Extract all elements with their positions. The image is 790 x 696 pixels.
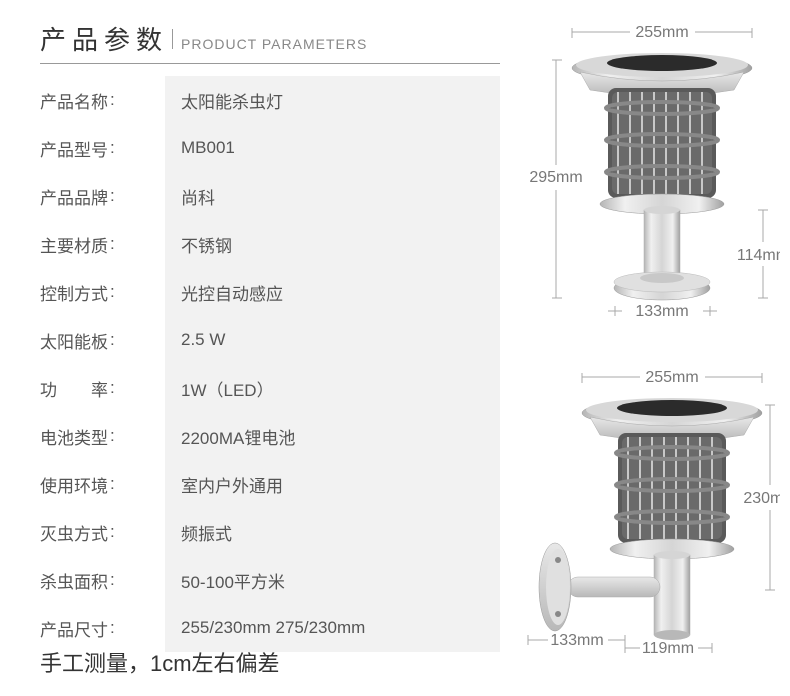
spec-label: 产品品牌: xyxy=(40,172,165,220)
spec-value: 2200MA锂电池 xyxy=(181,412,500,460)
dim-base-width: 133mm xyxy=(635,303,688,320)
product-diagram-bottom: 255mm 230mm 133mm 119mm xyxy=(500,355,780,685)
dim-arm-width: 119mm xyxy=(642,640,694,657)
spec-values-col: 太阳能杀虫灯 MB001 尚科 不锈钢 光控自动感应 2.5 W 1W（LED）… xyxy=(165,76,500,652)
spec-value: 255/230mm 275/230mm xyxy=(181,604,500,652)
spec-value: 尚科 xyxy=(181,172,500,220)
dim-height-top: 295mm xyxy=(529,169,582,186)
spec-value: 不锈钢 xyxy=(181,220,500,268)
spec-value: 50-100平方米 xyxy=(181,556,500,604)
header-divider xyxy=(172,29,173,49)
dim-mount-width: 133mm xyxy=(550,632,603,649)
dim-width-bottom: 255mm xyxy=(645,369,698,386)
spec-label: 控制方式: xyxy=(40,268,165,316)
product-diagram-top: 255mm 295mm 114mm 133mm xyxy=(500,10,780,330)
spec-value: 2.5 W xyxy=(181,316,500,364)
spec-label: 功 率: xyxy=(40,364,165,412)
spec-value: MB001 xyxy=(181,124,500,172)
spec-panel: 产品参数 PRODUCT PARAMETERS 产品名称: 产品型号: 产品品牌… xyxy=(40,20,500,652)
dim-width-top: 255mm xyxy=(635,24,688,41)
spec-label: 产品尺寸: xyxy=(40,604,165,652)
dim-height-bottom: 230mm xyxy=(743,490,780,507)
footer-note: 手工测量，1cm左右偏差 xyxy=(40,646,280,678)
spec-value: 1W（LED） xyxy=(181,364,500,412)
spec-value: 光控自动感应 xyxy=(181,268,500,316)
spec-label: 杀虫面积: xyxy=(40,556,165,604)
spec-value: 太阳能杀虫灯 xyxy=(181,76,500,124)
dim-base-height: 114mm xyxy=(737,247,780,264)
spec-label: 电池类型: xyxy=(40,412,165,460)
spec-labels-col: 产品名称: 产品型号: 产品品牌: 主要材质: 控制方式: 太阳能板: 功 率:… xyxy=(40,76,165,652)
spec-label: 使用环境: xyxy=(40,460,165,508)
spec-label: 产品名称: xyxy=(40,76,165,124)
spec-value: 频振式 xyxy=(181,508,500,556)
spec-label: 主要材质: xyxy=(40,220,165,268)
diagram-panel: 255mm 295mm 114mm 133mm xyxy=(500,20,770,652)
spec-label: 产品型号: xyxy=(40,124,165,172)
spec-label: 灭虫方式: xyxy=(40,508,165,556)
spec-table: 产品名称: 产品型号: 产品品牌: 主要材质: 控制方式: 太阳能板: 功 率:… xyxy=(40,76,500,652)
spec-label: 太阳能板: xyxy=(40,316,165,364)
header-title-cn: 产品参数 xyxy=(40,20,168,57)
header: 产品参数 PRODUCT PARAMETERS xyxy=(40,20,500,64)
spec-value: 室内户外通用 xyxy=(181,460,500,508)
header-title-en: PRODUCT PARAMETERS xyxy=(181,36,367,52)
